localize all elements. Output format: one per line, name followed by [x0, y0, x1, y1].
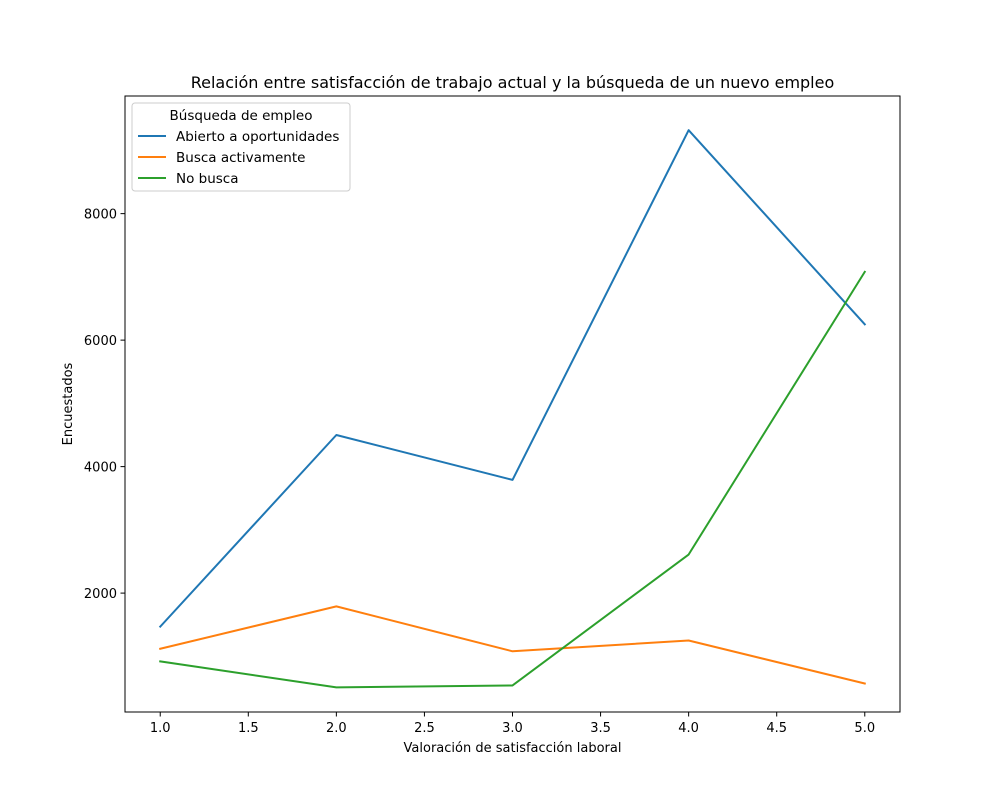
legend-label-3: No busca — [176, 171, 239, 187]
legend-box — [131, 102, 351, 192]
chart-title: Relación entre satisfacción de trabajo a… — [191, 73, 835, 92]
series-line-2 — [159, 605, 866, 685]
legend-label-1: Abierto a oportunidades — [176, 129, 339, 145]
y-tick-label: 8000 — [84, 208, 117, 223]
y-tick-label: 4000 — [84, 461, 117, 476]
series-layer — [158, 129, 867, 689]
legend: Búsqueda de empleo Abierto a oportunidad… — [131, 102, 351, 192]
x-tick-label: 5.0 — [854, 721, 875, 736]
legend-title: Búsqueda de empleo — [170, 108, 313, 124]
x-tick-label: 4.5 — [766, 721, 787, 736]
x-axis: 1.0 1.5 2.0 2.5 3.0 3.5 4.0 4.5 5.0 — [150, 712, 875, 736]
series-line-3 — [159, 270, 867, 689]
y-axis-label: Encuestados — [61, 362, 76, 445]
legend-label-2: Busca activamente — [176, 150, 305, 166]
y-tick-label: 6000 — [84, 334, 117, 349]
x-tick-label: 3.5 — [590, 721, 611, 736]
x-axis-label: Valoración de satisfacción laboral — [404, 741, 622, 756]
x-tick-label: 2.5 — [414, 721, 435, 736]
x-tick-label: 4.0 — [678, 721, 699, 736]
x-tick-label: 1.0 — [150, 721, 171, 736]
x-tick-label: 2.0 — [326, 721, 347, 736]
plot-area — [125, 96, 900, 712]
y-tick-label: 2000 — [84, 587, 117, 602]
series-line-1 — [158, 129, 867, 629]
x-tick-label: 1.5 — [238, 721, 259, 736]
x-tick-label: 3.0 — [502, 721, 523, 736]
y-axis: 2000 4000 6000 8000 — [84, 208, 125, 602]
